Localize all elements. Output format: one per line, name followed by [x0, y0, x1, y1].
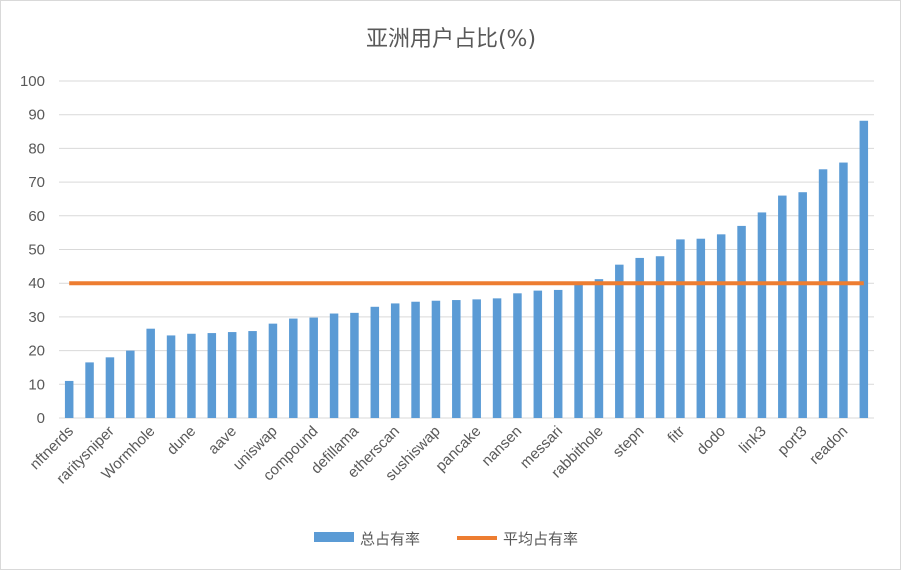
bar [350, 312, 359, 418]
y-tick-label: 30 [28, 309, 45, 326]
legend: 总占有率 平均占有率 [314, 530, 578, 548]
bar [716, 234, 726, 418]
y-tick-label: 10 [28, 376, 45, 393]
bar [452, 300, 461, 418]
y-tick-label: 90 [28, 107, 45, 124]
bar-series [64, 120, 869, 419]
bar [370, 306, 380, 418]
x-tick-label: fitr [664, 423, 688, 447]
bar [492, 298, 502, 418]
bar [166, 335, 176, 418]
y-axis: 0 10 20 30 40 50 60 70 80 90 100 [20, 73, 45, 427]
x-tick-label: pancake [432, 423, 484, 475]
bar [146, 328, 155, 418]
bar [513, 293, 522, 418]
bar [737, 225, 746, 418]
bar [859, 120, 869, 419]
bar [594, 279, 604, 418]
bar [839, 162, 848, 418]
y-tick-label: 60 [28, 208, 45, 225]
legend-label-total: 总占有率 [360, 530, 420, 548]
y-tick-label: 0 [37, 410, 45, 427]
y-tick-label: 50 [28, 242, 45, 259]
y-tick-label: 40 [28, 275, 45, 292]
bar [757, 212, 767, 418]
bar [309, 317, 318, 418]
bar [187, 333, 196, 418]
bar [574, 283, 583, 418]
x-tick-label: dodo [693, 423, 729, 459]
bar [553, 289, 563, 418]
bar [798, 192, 807, 418]
bar [126, 350, 135, 418]
bar [85, 362, 94, 418]
bar [105, 357, 115, 418]
bar [207, 333, 217, 418]
bar [655, 256, 665, 418]
bar [64, 380, 74, 418]
bar [329, 313, 339, 418]
bar [289, 318, 298, 418]
y-tick-label: 20 [28, 343, 45, 360]
x-tick-label: link3 [736, 423, 770, 457]
y-tick-label: 100 [20, 73, 45, 90]
x-tick-label: readon [806, 423, 851, 468]
bar [533, 290, 543, 418]
chart-title: 亚洲用户占比(%) [366, 27, 536, 52]
gridlines [59, 80, 874, 419]
bar [411, 301, 420, 418]
bar [615, 264, 624, 418]
x-tick-label: dune [164, 423, 200, 459]
y-tick-label: 70 [28, 174, 45, 191]
bar [778, 195, 787, 418]
bar [227, 332, 237, 418]
bar [431, 300, 441, 418]
legend-swatch-total [314, 532, 354, 542]
legend-label-average: 平均占有率 [503, 530, 578, 548]
bar [818, 169, 828, 418]
bar [696, 238, 706, 418]
x-tick-label: port3 [774, 423, 810, 459]
bar [472, 299, 481, 418]
bar [248, 331, 257, 418]
x-tick-label: stepn [610, 423, 648, 461]
bar [390, 303, 400, 418]
bar [676, 239, 685, 418]
y-tick-label: 80 [28, 140, 45, 157]
bar [635, 257, 644, 418]
x-tick-label: aave [205, 423, 240, 458]
bar [268, 323, 278, 418]
